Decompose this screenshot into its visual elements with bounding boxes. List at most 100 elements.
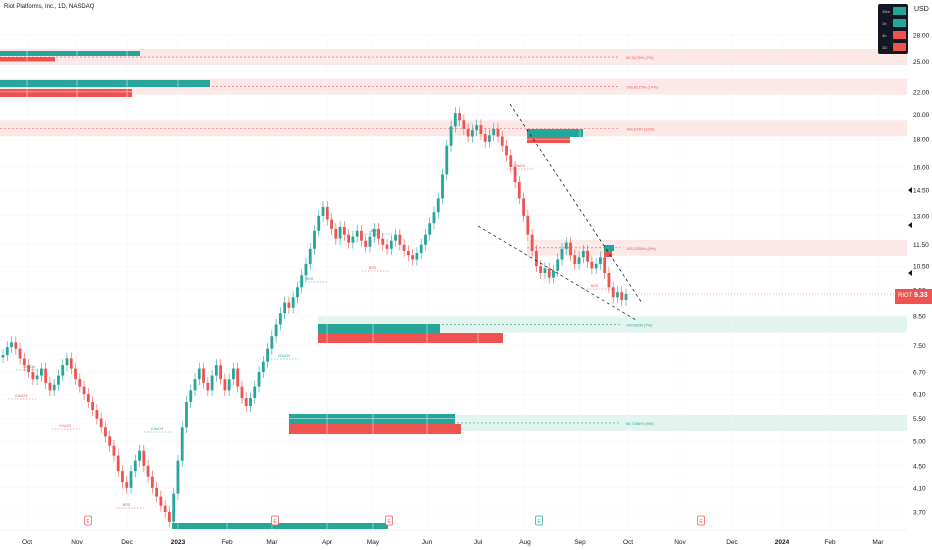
candle-body: [432, 212, 436, 224]
currency-label[interactable]: USD: [914, 6, 929, 13]
time-tick: Nov: [71, 539, 83, 546]
candle-body: [509, 155, 513, 167]
candle-body: [133, 460, 137, 472]
trendlines-layer: [477, 103, 643, 321]
timeframe-label: 4h: [882, 33, 887, 38]
candle-body: [458, 113, 461, 121]
candle-body: [31, 372, 35, 380]
candle-body: [351, 236, 355, 243]
candle-body: [278, 313, 282, 325]
timeframe-row: 4h: [880, 30, 906, 40]
volume-bar: [0, 89, 132, 97]
time-tick: 2024: [775, 539, 790, 546]
level-label: 92.3173% (7%): [626, 55, 654, 60]
candle-body: [172, 493, 176, 522]
candle-body: [470, 130, 474, 137]
volume-bar: [0, 51, 140, 56]
candle-body: [406, 250, 410, 256]
time-tick: Nov: [674, 539, 686, 546]
candle-body: [112, 445, 116, 456]
candle-body: [389, 240, 393, 249]
candle-body: [466, 128, 470, 137]
level-zone: [318, 316, 907, 333]
candle-body: [180, 427, 184, 461]
volume-bar: [604, 251, 612, 257]
structure-label: BOS: [371, 229, 379, 233]
candle-body: [18, 348, 22, 359]
zones-layer: [0, 49, 907, 529]
candle-body: [40, 368, 43, 376]
candle-body: [138, 450, 141, 461]
candle-body: [287, 302, 291, 308]
candle-body: [543, 268, 547, 274]
price-tick: 6.70: [913, 370, 926, 377]
volume-bar: [318, 333, 503, 343]
candle-body: [342, 226, 346, 235]
structure-label: CHoCH: [151, 427, 164, 431]
time-tick: Mar: [266, 539, 278, 546]
price-tick: 28.00: [913, 33, 930, 40]
candle-body: [428, 223, 432, 235]
candle-body: [398, 234, 402, 245]
candle-body: [22, 358, 26, 366]
candle-body: [522, 198, 525, 216]
candle-body: [364, 240, 368, 247]
candle-body: [14, 342, 18, 349]
candle-body: [236, 368, 240, 387]
level-label: 65.7286% (5%): [626, 421, 654, 426]
candle-body: [185, 402, 188, 428]
candle-body: [214, 365, 218, 376]
candle-body: [35, 375, 39, 380]
price-tick: 5.50: [913, 416, 926, 423]
earnings-badge-label: E: [387, 519, 391, 525]
time-tick: Mar: [872, 539, 884, 546]
candle-body: [573, 255, 577, 264]
candle-body: [624, 294, 628, 300]
candle-body: [116, 455, 120, 472]
price-tick: 22.00: [913, 89, 930, 96]
candle-body: [189, 390, 193, 403]
candle-body: [419, 244, 423, 254]
timeframe-label: 1D: [882, 45, 888, 50]
price-tick: 8.50: [913, 313, 926, 320]
candle-body: [86, 394, 90, 403]
time-tick: Dec: [121, 539, 133, 546]
candle-body: [159, 496, 163, 506]
candle-body: [492, 128, 496, 136]
candle-body: [483, 133, 487, 142]
candle-body: [347, 234, 351, 243]
candle-body: [586, 250, 589, 262]
time-tick: May: [367, 539, 380, 546]
volume-bar: [527, 137, 570, 143]
level-label: 100.6206 (7%): [626, 322, 653, 327]
structure-label: CHoCH: [513, 164, 526, 168]
candle-body: [317, 215, 321, 231]
candle-body: [266, 348, 269, 362]
candle-body: [325, 206, 329, 220]
candle-body: [163, 505, 167, 512]
candle-body: [210, 375, 214, 391]
time-tick: Feb: [824, 539, 836, 546]
candle-body: [496, 128, 500, 137]
candle-body: [244, 398, 248, 407]
level-label: 196.8215% (14%): [626, 85, 659, 90]
candle-body: [530, 234, 534, 251]
structure-label: CHoCH: [23, 365, 36, 369]
earnings-badge-label: E: [537, 519, 541, 525]
price-tick: 18.00: [913, 137, 930, 144]
structure-label: BOS: [306, 277, 314, 281]
candle-body: [616, 292, 619, 298]
candles-layer: [1, 107, 628, 528]
price-axis: 28.00 25.00 22.00 20.00 18.00 16.00 14.50 13.00…: [626, 33, 930, 517]
candle-body: [449, 126, 453, 146]
timeframe-row: 1D: [880, 42, 906, 52]
time-tick: Oct: [22, 539, 32, 546]
candle-body: [534, 250, 538, 267]
candle-body: [82, 386, 86, 395]
candle-body: [377, 228, 380, 239]
candle-body: [552, 270, 555, 278]
price-tag-symbol: RIOT: [898, 293, 913, 299]
volume-bar: [0, 80, 210, 87]
timeframe-label: 15m: [882, 9, 890, 14]
